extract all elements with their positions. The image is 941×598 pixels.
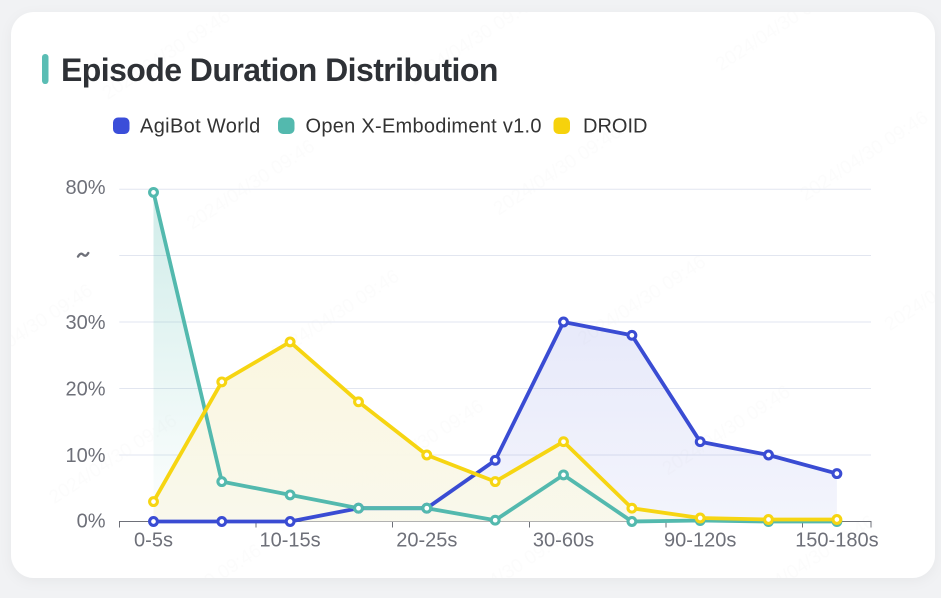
svg-text:30-60s: 30-60s — [533, 530, 594, 552]
svg-text:10-15s: 10-15s — [260, 530, 321, 552]
svg-text:20-25s: 20-25s — [396, 530, 457, 552]
svg-text:Open X-Embodiment v1.0: Open X-Embodiment v1.0 — [306, 116, 542, 138]
svg-text:90-120s: 90-120s — [664, 530, 736, 552]
svg-text:150-180s: 150-180s — [795, 530, 878, 552]
svg-text:Episode Duration Distribution: Episode Duration Distribution — [61, 52, 498, 88]
svg-text:AgiBot World: AgiBot World — [140, 116, 261, 138]
svg-text:30%: 30% — [65, 312, 105, 334]
svg-text:0-5s: 0-5s — [134, 530, 173, 552]
svg-text:10%: 10% — [65, 445, 105, 467]
svg-text:20%: 20% — [65, 379, 105, 401]
svg-text:DROID: DROID — [583, 116, 647, 138]
svg-text:0%: 0% — [77, 511, 106, 533]
svg-text:80%: 80% — [65, 177, 105, 199]
